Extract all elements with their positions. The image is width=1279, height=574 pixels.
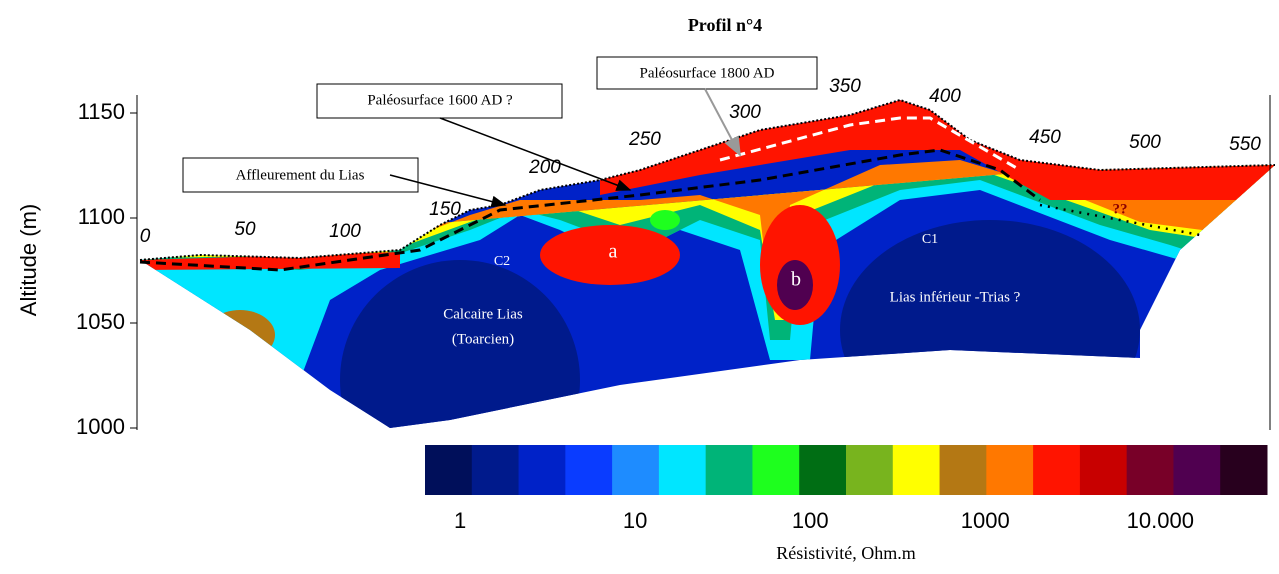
distance-label: 250 [628, 129, 661, 150]
paleosurface-1800 [719, 116, 1021, 172]
distance-label: 200 [528, 157, 561, 178]
y-tick-label: 1100 [78, 204, 125, 229]
colorbar-cell [658, 445, 707, 495]
annotation: C1 [922, 232, 938, 247]
distance-label: 450 [1029, 127, 1061, 148]
annotation: a [609, 241, 618, 263]
colorbar-cell [892, 445, 941, 495]
colorbar-cell [846, 445, 894, 495]
colorbar-tick-label: 100 [792, 508, 829, 533]
distance-label: 150 [429, 199, 461, 220]
colorbar-tick-label: 1000 [961, 508, 1010, 533]
colorbar-cell [471, 445, 520, 495]
colorbar-cell [986, 445, 1034, 495]
distance-label: 350 [829, 76, 861, 97]
title: Profil n°4 [688, 15, 762, 35]
colorbar-cell [799, 445, 847, 495]
distance-label: 500 [1129, 132, 1161, 153]
annotation: ?? [1113, 201, 1128, 217]
annotation-box [596, 56, 818, 90]
annotation-box [182, 157, 419, 193]
colorbar-tick-label: 10 [623, 508, 647, 533]
y-tick-label: 1000 [76, 414, 125, 439]
colorbar-cell [612, 445, 660, 495]
distance-label: 50 [234, 219, 256, 240]
colorbar-tick-label: 1 [454, 508, 466, 533]
distance-label: 400 [929, 86, 961, 107]
colorbar-cell [1126, 445, 1174, 495]
colorbar-cell [1033, 445, 1081, 495]
colorbar-cell [1220, 445, 1268, 495]
paleosurface-extension [1039, 203, 1201, 237]
paleosurface-1600 [139, 148, 1041, 272]
annotation-box [316, 83, 563, 119]
distance-label: 300 [729, 102, 761, 123]
y-axis-label: Altitude (m) [16, 204, 41, 316]
arrow [439, 117, 632, 191]
y-tick-label: 1050 [76, 309, 125, 334]
annotation: (Toarcien) [452, 331, 514, 347]
colorbar-tick-label: 10.000 [1127, 508, 1194, 533]
annotation: Paléosurface 1800 AD [640, 65, 775, 81]
annotation: b [791, 269, 801, 291]
colorbar-cell [1079, 445, 1128, 495]
arrow [704, 88, 741, 157]
colorbar-cell [1173, 445, 1221, 495]
resistivity-section [140, 100, 1275, 428]
distance-label: 550 [1229, 134, 1261, 155]
y-tick-label: 1150 [78, 99, 125, 124]
annotation: Lias inférieur -Trias ? [890, 289, 1021, 305]
annotation: Paléosurface 1600 AD ? [367, 92, 513, 108]
colorbar-cell [752, 445, 800, 495]
colorbar-cell [565, 445, 613, 495]
annotation: Affleurement du Lias [236, 167, 365, 183]
colorbar-cell [939, 445, 987, 495]
colorbar-cell [425, 445, 473, 495]
annotation: Calcaire Lias [443, 306, 523, 322]
distance-label: 100 [329, 221, 361, 242]
annotation: C2 [494, 254, 510, 269]
distance-label: 0 [140, 226, 151, 247]
colorbar-label: Résistivité, Ohm.m [776, 543, 916, 563]
arrow [389, 174, 507, 208]
colorbar-cell [518, 445, 566, 495]
colorbar-cell [705, 445, 753, 495]
